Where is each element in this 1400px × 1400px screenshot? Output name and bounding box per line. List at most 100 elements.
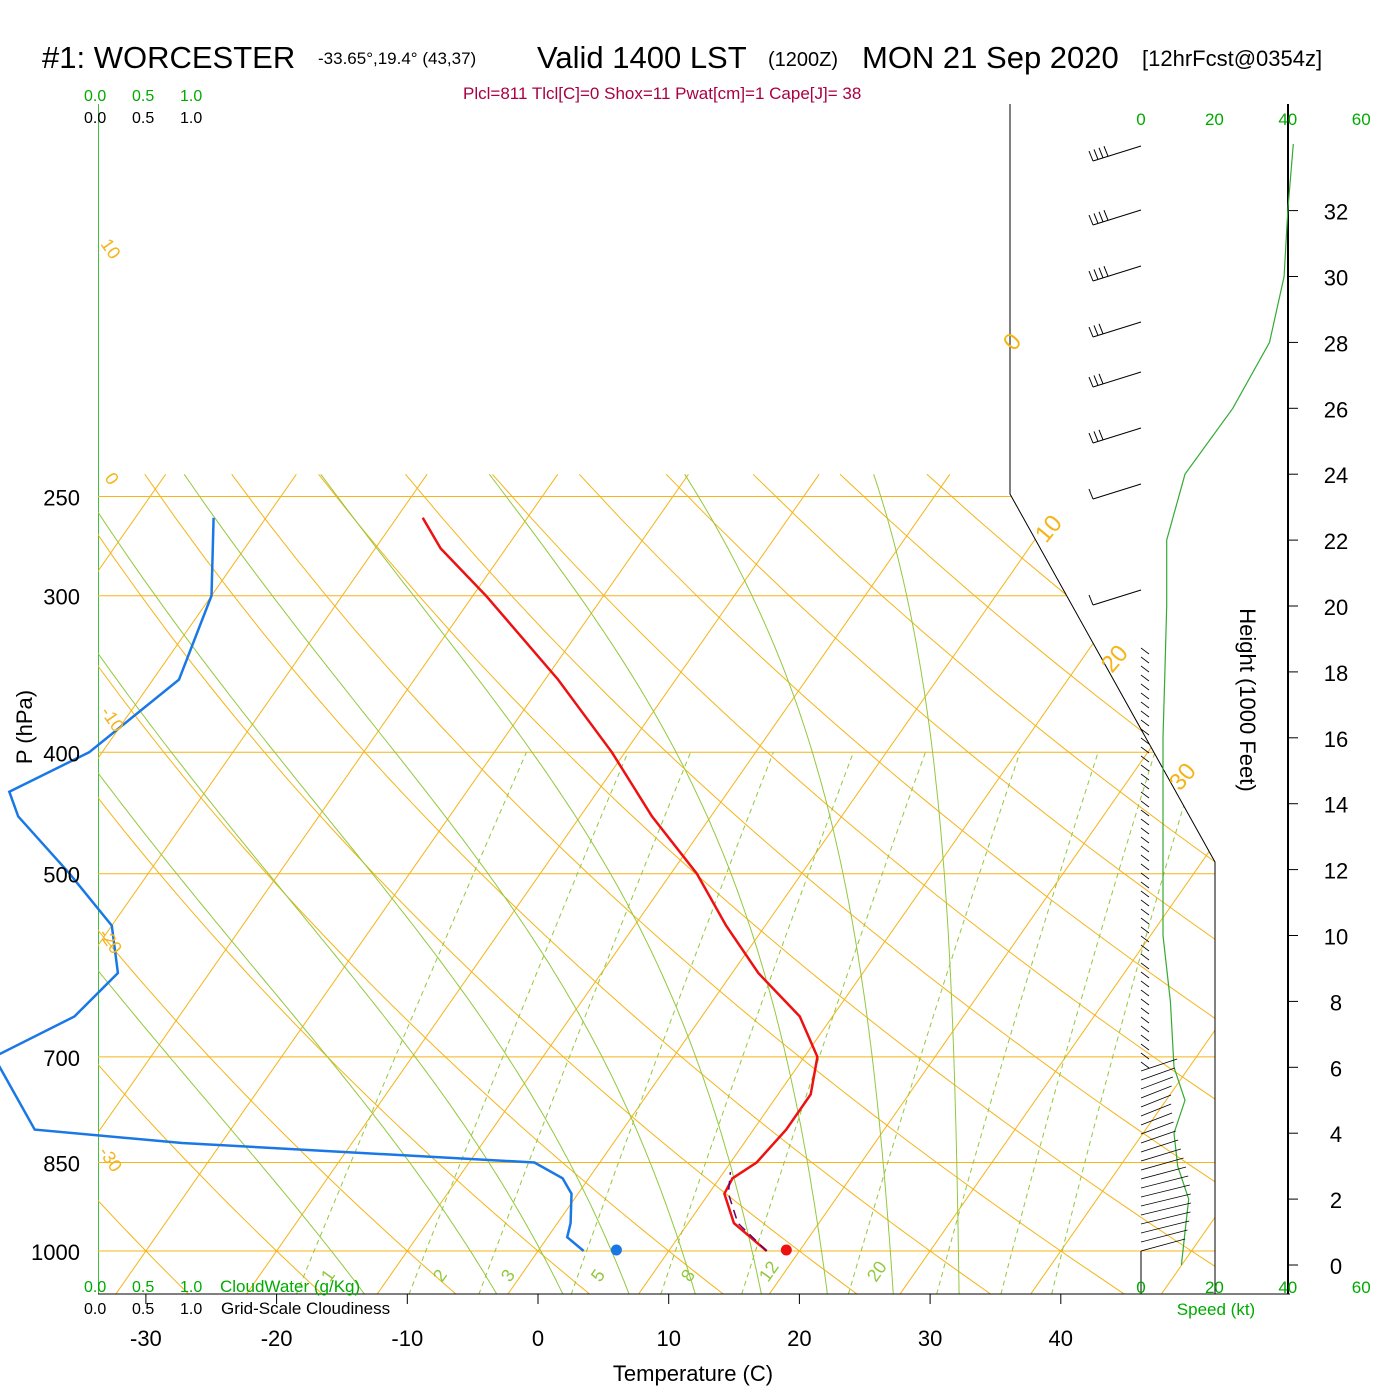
height-tick-label: 30 bbox=[1324, 266, 1348, 291]
wind-barb bbox=[1140, 1193, 1191, 1207]
wind-barb-flag bbox=[1098, 267, 1104, 278]
moist-adiabat-line bbox=[684, 474, 895, 1294]
height-tick-label: 20 bbox=[1324, 595, 1348, 620]
moist-adiabat-line bbox=[98, 474, 568, 1294]
wind-barb bbox=[1140, 1016, 1150, 1024]
wind-barb-flag bbox=[1098, 147, 1104, 158]
height-tick-label: 24 bbox=[1324, 463, 1348, 488]
isotherm-line bbox=[0, 474, 35, 1303]
wind-barb-flag bbox=[1088, 150, 1094, 162]
wind-barb bbox=[1092, 589, 1142, 606]
dry-adiabat-line bbox=[98, 474, 333, 1294]
isotherm-label: 10 bbox=[97, 235, 125, 263]
wind-barb bbox=[1140, 944, 1150, 952]
wind-barb bbox=[1140, 773, 1150, 781]
cloudwater-label: CloudWater (g/Kg) bbox=[220, 1277, 360, 1296]
wind-barb bbox=[1140, 1067, 1175, 1081]
dry-adiabat-line bbox=[578, 473, 1215, 1294]
isotherm-line bbox=[98, 473, 297, 1294]
wind-barb bbox=[1140, 989, 1150, 997]
temperature-tick-label: -30 bbox=[130, 1326, 162, 1351]
wind-barb bbox=[1140, 935, 1150, 943]
dry-adiabat-line bbox=[98, 474, 736, 1294]
pressure-tick-label: 850 bbox=[43, 1152, 80, 1177]
cloudwater-tick-label: 0.0 bbox=[84, 88, 106, 105]
wind-barb bbox=[1140, 827, 1150, 835]
cloudiness-tick-label: 0.5 bbox=[132, 1301, 154, 1318]
wind-barb bbox=[1140, 1148, 1181, 1162]
speed-tick-label: 60 bbox=[1352, 110, 1371, 129]
speed-tick-label: 0 bbox=[1136, 110, 1145, 129]
height-tick-label: 4 bbox=[1330, 1122, 1342, 1147]
isotherm-line bbox=[1024, 473, 1215, 1294]
wind-barb-flag bbox=[1093, 149, 1099, 160]
wind-barb bbox=[1140, 971, 1150, 979]
wind-barb bbox=[1092, 483, 1142, 500]
wind-barb bbox=[1140, 800, 1150, 808]
speed-tick-label: 40 bbox=[1278, 1278, 1297, 1297]
wind-barb bbox=[1140, 917, 1150, 925]
wind-barb bbox=[1140, 1103, 1172, 1117]
wind-barb bbox=[1140, 1034, 1150, 1042]
speed-tick-label: 20 bbox=[1205, 1278, 1224, 1297]
mixing-ratio-line bbox=[845, 752, 1021, 1294]
isotherm-label: -30 bbox=[95, 1143, 126, 1176]
isotherm-line bbox=[893, 473, 1215, 1294]
wind-barb bbox=[1140, 737, 1150, 745]
mixing-ratio-line bbox=[292, 752, 527, 1294]
x-axis-title: Temperature (C) bbox=[613, 1361, 773, 1386]
wind-barb bbox=[1140, 998, 1150, 1006]
moist-adiabat-line bbox=[873, 474, 960, 1294]
wind-barb bbox=[1140, 782, 1150, 790]
wind-barb bbox=[1140, 1076, 1174, 1090]
speed-axis-title: Speed (kt) bbox=[1177, 1300, 1255, 1319]
wind-barb-flag bbox=[1088, 488, 1094, 500]
wind-barb-flag bbox=[1088, 594, 1094, 606]
surface-temperature-marker bbox=[780, 1244, 792, 1256]
wind-barb bbox=[1140, 953, 1150, 961]
wind-barb bbox=[1140, 710, 1150, 718]
cloudwater-tick-label: 0.0 bbox=[84, 1279, 106, 1296]
wind-barb bbox=[1140, 872, 1150, 880]
station-coords: -33.65°,19.4° (43,37) bbox=[318, 49, 476, 68]
wind-barb bbox=[1140, 881, 1150, 889]
wind-barb bbox=[1140, 1007, 1150, 1015]
dry-adiabat-line bbox=[1187, 473, 1215, 1294]
wind-barb bbox=[1140, 1094, 1172, 1108]
height-axis-title: Height (1000 Feet) bbox=[1235, 608, 1260, 791]
wind-barb bbox=[1092, 265, 1142, 282]
height-tick-label: 10 bbox=[1324, 925, 1348, 950]
wind-barb bbox=[1140, 746, 1150, 754]
wind-barb bbox=[1140, 665, 1150, 673]
profiles bbox=[0, 517, 819, 1256]
pressure-tick-label: 700 bbox=[43, 1046, 80, 1071]
wind-barb bbox=[1140, 674, 1150, 682]
wind-barb bbox=[1140, 1025, 1150, 1033]
wind-barb bbox=[1140, 1112, 1173, 1126]
mixing-ratio-line bbox=[657, 752, 854, 1294]
height-tick-label: 12 bbox=[1324, 859, 1348, 884]
dry-adiabat-line bbox=[98, 474, 467, 1294]
cloudwater-tick-label: 1.0 bbox=[180, 88, 202, 105]
plot-boundary bbox=[1009, 104, 1216, 1294]
moist-adiabat-line bbox=[489, 473, 829, 1294]
dry-adiabat-line bbox=[492, 473, 1215, 1294]
wind-barb-flag bbox=[1098, 323, 1104, 334]
cloudiness-tick-label: 0.0 bbox=[84, 110, 106, 127]
wind-barb bbox=[1140, 845, 1150, 853]
wind-barb bbox=[1092, 371, 1142, 388]
dry-adiabat-line bbox=[405, 473, 1215, 1294]
moist-adiabat-line bbox=[183, 474, 699, 1294]
mixing-ratio-line bbox=[1049, 752, 1200, 1294]
moist-adiabat-line bbox=[98, 474, 633, 1294]
wind-barb bbox=[1140, 890, 1150, 898]
utc-time: (1200Z) bbox=[768, 49, 838, 71]
wind-barb-flag bbox=[1098, 211, 1104, 222]
wind-barb bbox=[1140, 908, 1150, 916]
header: #1: WORCESTER -33.65°,19.4° (43,37) Vali… bbox=[42, 40, 1322, 103]
pressure-tick-label: 500 bbox=[43, 863, 80, 888]
stability-indices: Plcl=811 Tlcl[C]=0 Shox=11 Pwat[cm]=1 Ca… bbox=[463, 84, 861, 103]
cloudwater-tick-label: 0.5 bbox=[132, 88, 154, 105]
